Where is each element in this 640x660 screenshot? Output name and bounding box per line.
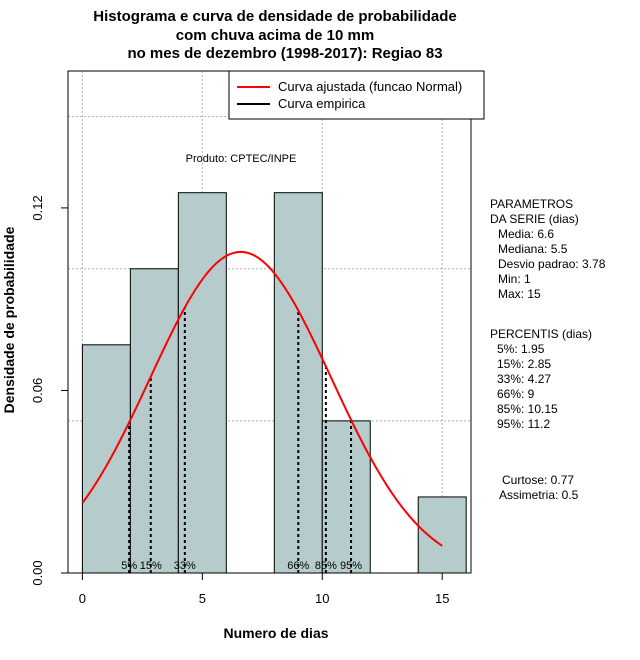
param-max: Max: 15: [498, 287, 541, 301]
percentil-66: 66%: 9: [497, 387, 535, 401]
chart-title-line-2: com chuva acima de 10 mm: [176, 27, 374, 44]
product-annotation: Produto: CPTEC/INPE: [186, 153, 297, 165]
percentil-85: 85%: 10.15: [497, 402, 558, 416]
y-axis: 0.00 0.06 0.12: [30, 195, 69, 586]
percentil-5: 5%: 1.95: [497, 342, 545, 356]
x-axis: 0 5 10 15: [79, 572, 449, 606]
percentis-title: PERCENTIS (dias): [490, 327, 592, 341]
histogram-bar: [177, 192, 227, 574]
percentil-33: 33%: 4.27: [497, 372, 551, 386]
y-tick-label: 0.12: [30, 195, 45, 220]
histogram-bar: [417, 496, 467, 574]
legend: Curva ajustada (funcao Normal) Curva emp…: [228, 70, 485, 120]
param-min: Min: 1: [498, 272, 531, 286]
percentile-label: 66%: [287, 560, 309, 572]
params-title-1: PARAMETROS: [490, 197, 573, 211]
x-tick-label: 10: [315, 591, 329, 606]
stats-side-panel: PARAMETROS DA SERIE (dias) Media: 6.6 Me…: [490, 197, 606, 502]
param-desvio: Desvio padrao: 3.78: [498, 257, 606, 271]
param-media: Media: 6.6: [498, 227, 554, 241]
percentile-label: 15%: [140, 560, 162, 572]
legend-normal-label: Curva ajustada (funcao Normal): [278, 79, 462, 94]
param-mediana: Mediana: 5.5: [498, 242, 568, 256]
assimetria-value: Assimetria: 0.5: [499, 488, 579, 502]
normal-curve-line: [81, 250, 443, 547]
y-axis-label: Densidade de probabilidade: [1, 226, 17, 413]
chart-title: Histograma e curva de densidade de proba…: [93, 8, 456, 62]
x-tick-label: 15: [435, 591, 449, 606]
curtose-value: Curtose: 0.77: [502, 473, 574, 487]
percentile-label: 33%: [174, 560, 196, 572]
y-tick-label: 0.00: [30, 560, 45, 585]
histogram-bar: [81, 344, 131, 574]
percentil-95: 95%: 11.2: [497, 417, 550, 431]
percentil-15: 15%: 2.85: [497, 357, 551, 371]
x-tick-label: 0: [79, 591, 86, 606]
legend-box: [228, 70, 485, 120]
x-tick-label: 5: [199, 591, 206, 606]
percentile-label: 85%: [315, 560, 337, 572]
y-tick-label: 0.06: [30, 378, 45, 403]
legend-empirical-label: Curva empirica: [278, 96, 366, 111]
x-axis-label: Numero de dias: [223, 625, 328, 641]
histogram-bar: [129, 268, 179, 574]
params-title-2: DA SERIE (dias): [490, 212, 579, 226]
chart-title-line-1: Histograma e curva de densidade de proba…: [93, 8, 456, 25]
percentile-label: 5%: [121, 560, 137, 572]
histogram-bar: [273, 192, 323, 574]
chart-title-line-3: no mes de dezembro (1998-2017): Regiao 8…: [127, 45, 442, 62]
percentile-label: 95%: [340, 560, 362, 572]
percentile-lines: 5% 15% 33% 66% 85% 95%: [121, 307, 362, 573]
